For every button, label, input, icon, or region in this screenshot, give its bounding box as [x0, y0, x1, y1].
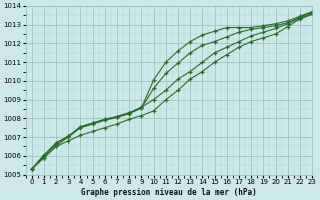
- X-axis label: Graphe pression niveau de la mer (hPa): Graphe pression niveau de la mer (hPa): [81, 188, 257, 197]
